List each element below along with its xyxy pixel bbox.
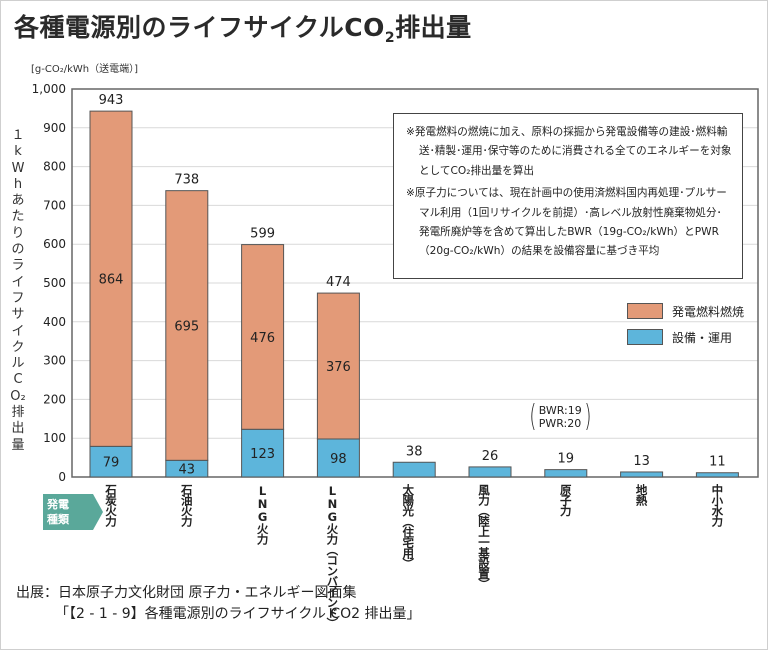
data-label-equipment: 123	[250, 447, 275, 462]
x-tick-label: 中小水力	[710, 484, 725, 526]
legend-swatch-fuel	[627, 303, 663, 319]
legend-item-fuel: 発電燃料燃焼	[627, 298, 744, 324]
data-label-equipment: 43	[179, 463, 196, 478]
bar-equipment	[468, 466, 512, 478]
x-tick-label: 原子力	[558, 484, 573, 516]
x-tick-label: LNG火力	[255, 484, 270, 544]
y-tick-label: 600	[43, 237, 66, 251]
y-tick-label: 800	[43, 160, 66, 174]
title-end: 排出量	[395, 13, 472, 42]
y-axis-label: １kWhあたりのライフサイクルCO₂排出量	[10, 128, 26, 453]
bar-equipment	[89, 445, 133, 478]
bar-fuel	[89, 110, 133, 447]
y-tick-label: 400	[43, 315, 66, 329]
bwr-annotation: ( BWR:19 PWR:20 )	[527, 402, 593, 432]
source-line1: 出展：日本原子力文化財団 原子力・エネルギー図面集	[16, 585, 357, 601]
data-label-total: 474	[326, 275, 351, 290]
pwr-value: PWR:20	[538, 417, 582, 430]
bar-equipment	[620, 471, 664, 478]
data-label-total: 599	[250, 227, 275, 242]
bar-equipment	[695, 472, 739, 478]
bar-equipment	[544, 469, 588, 478]
category-sub: （住宅用）	[401, 515, 416, 569]
legend: 発電燃料燃焼 設備・運用	[627, 298, 744, 350]
y-tick-label: 500	[43, 276, 66, 290]
data-label-total: 19	[558, 452, 575, 467]
category-main: 太陽光	[401, 484, 416, 516]
bar-fuel	[165, 190, 209, 461]
category-sub: （陸上一基設置）	[477, 505, 491, 589]
bar-equipment	[392, 461, 436, 478]
y-tick-label: 300	[43, 354, 66, 368]
y-tick-label: 200	[43, 392, 66, 406]
data-label-total: 943	[99, 93, 124, 108]
legend-label-fuel: 発電燃料燃焼	[672, 304, 745, 319]
bar-equipment	[241, 428, 285, 478]
chart-title: 各種電源別のライフサイクルCO2排出量	[14, 8, 472, 46]
data-label-total: 26	[482, 449, 499, 464]
x-tick-label: 太陽光 （住宅用）	[401, 484, 416, 569]
category-main: 地熱	[634, 484, 649, 505]
data-label-fuel: 376	[326, 360, 351, 375]
x-tick-label: 石油火力	[179, 484, 194, 526]
bar-fuel	[316, 292, 360, 440]
category-main: 石油火力	[179, 484, 194, 526]
data-label-fuel: 476	[250, 331, 275, 346]
title-subscript: 2	[384, 30, 396, 46]
source-citation: 出展：日本原子力文化財団 原子力・エネルギー図面集 「【2 - 1 - 9】各種…	[16, 583, 421, 625]
category-main: 原子力	[558, 484, 573, 516]
x-tick-label: 地熱	[634, 484, 649, 505]
category-main: 風力	[477, 484, 491, 505]
note-1: ※発電燃料の燃焼に加え、原料の採掘から発電設備等の建設･燃料輸送･精製･運用･保…	[406, 126, 732, 177]
y-tick-label: 700	[43, 198, 66, 212]
source-line2: 「【2 - 1 - 9】各種電源別のライフサイクル CO2 排出量」	[55, 606, 421, 622]
data-label-fuel: 695	[174, 319, 199, 334]
y-tick-label: 900	[43, 121, 66, 135]
title-main: 各種電源別のライフサイクルCO	[14, 13, 385, 42]
category-main: LNG火力	[325, 484, 340, 544]
bwr-value: BWR:19	[538, 404, 582, 417]
category-sub: （コンバインド）	[325, 544, 340, 628]
left-paren: (	[529, 399, 537, 434]
category-badge	[43, 494, 103, 530]
data-label-equipment: 79	[103, 456, 120, 471]
data-label-total: 13	[633, 454, 650, 469]
data-label-equipment: 98	[330, 452, 347, 467]
y-tick-label: 100	[43, 431, 66, 445]
x-tick-label: LNG火力 （コンバインド）	[325, 484, 340, 628]
legend-swatch-equipment	[627, 329, 663, 345]
badge-line1: 発電	[47, 498, 69, 511]
data-label-fuel: 864	[99, 273, 124, 288]
data-label-total: 38	[406, 444, 423, 459]
unit-label: [g-CO₂/kWh（送電端）]	[31, 64, 139, 75]
category-main: 中小水力	[710, 484, 725, 526]
category-main: 石炭火力	[104, 484, 118, 526]
legend-label-equipment: 設備・運用	[672, 330, 733, 345]
right-paren: )	[584, 399, 592, 434]
bar-fuel	[241, 244, 285, 430]
y-tick-label: 0	[58, 470, 66, 484]
note-2: ※原子力については、現在計画中の使用済燃料国内再処理･プルサーマル利用（1回リサ…	[406, 187, 727, 258]
note-box: ※発電燃料の燃焼に加え、原料の採掘から発電設備等の建設･燃料輸送･精製･運用･保…	[393, 113, 743, 279]
badge-line2: 種類	[47, 513, 69, 526]
legend-item-equipment: 設備・運用	[627, 324, 744, 350]
x-tick-label: 風力 （陸上一基設置）	[477, 484, 491, 589]
category-main: LNG火力	[255, 484, 270, 544]
category-badge-text: 発電 種類	[47, 497, 69, 527]
x-tick-label: 石炭火力	[104, 484, 118, 526]
data-label-total: 11	[709, 455, 726, 470]
y-tick-label: 1,000	[32, 82, 66, 96]
data-label-total: 738	[174, 173, 199, 188]
